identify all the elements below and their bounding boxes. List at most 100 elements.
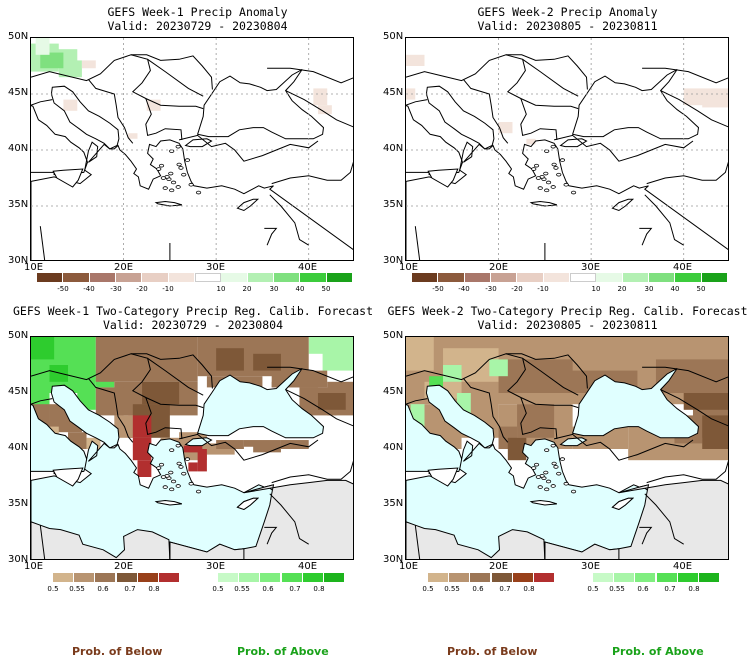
colorbar-swatch <box>221 273 248 282</box>
island <box>168 171 174 176</box>
border-line <box>506 353 588 389</box>
island <box>531 466 537 470</box>
border-line <box>639 227 653 246</box>
colorbar-tick: 0.6 <box>472 585 484 593</box>
sea-marmara <box>184 138 213 148</box>
anomaly-cell-negative <box>498 122 513 134</box>
panel1-title-line1: GEFS Week-1 Precip Anomaly <box>107 5 288 19</box>
prob-cell-below <box>702 415 728 449</box>
island <box>545 479 552 484</box>
border-line <box>269 493 309 545</box>
prob-cell-below <box>216 348 244 371</box>
lat-label: 45N <box>8 87 29 98</box>
colorbar-swatch <box>470 573 492 582</box>
prob-cell-below <box>132 437 152 461</box>
island <box>158 163 165 168</box>
colorbar-tick: 50 <box>696 285 706 293</box>
anomaly-cell-negative <box>406 54 425 66</box>
panel1-map-canvas <box>31 38 353 260</box>
coastlines <box>31 68 353 260</box>
sea-black <box>571 68 700 140</box>
island <box>195 190 202 195</box>
border-line <box>147 58 204 97</box>
island <box>559 158 566 162</box>
sea-adriatic <box>425 384 495 449</box>
colorbar-swatch <box>491 573 513 582</box>
lat-label: 45N <box>383 386 404 397</box>
border-line <box>88 378 134 443</box>
island <box>537 485 543 489</box>
lat-label: 35N <box>383 199 404 210</box>
island <box>544 188 550 193</box>
colorbar-tick: 30 <box>269 285 279 293</box>
prob-cell-above <box>308 337 328 354</box>
border-line <box>285 389 353 427</box>
prob-below-caption-left: Prob. of Below <box>72 645 163 658</box>
colorbar-tick: 0.8 <box>688 585 700 593</box>
colorbar-swatch <box>137 573 159 582</box>
above-colorbar-right <box>593 573 720 582</box>
colorbar-tick: -50 <box>432 285 444 293</box>
island <box>533 163 540 168</box>
island <box>160 475 166 479</box>
prob-above-caption-right: Prob. of Above <box>612 645 704 658</box>
border-line <box>267 67 353 84</box>
colorbar-swatch <box>428 573 450 582</box>
border-line <box>660 389 728 427</box>
sea-adriatic <box>425 85 495 150</box>
island-sicily <box>52 467 84 487</box>
colorbar-tick: -40 <box>83 285 95 293</box>
sea-black <box>196 68 325 140</box>
prob-above-caption-left: Prob. of Above <box>237 645 329 658</box>
country-borders <box>406 54 728 260</box>
island <box>544 487 550 492</box>
border-line <box>131 54 213 90</box>
island <box>535 176 541 180</box>
country-borders <box>406 353 728 559</box>
colorbar-tick: 0.6 <box>262 585 274 593</box>
island <box>181 172 187 177</box>
colorbar-swatch <box>701 273 728 282</box>
island <box>178 465 184 469</box>
colorbar-tick: -40 <box>458 285 470 293</box>
panel4-title: GEFS Week-2 Two-Category Precip Reg. Cal… <box>383 304 752 332</box>
island <box>156 167 162 171</box>
prob-cell-below <box>317 393 346 410</box>
prob-cell-below <box>498 359 573 393</box>
colorbar-swatch <box>300 273 327 282</box>
colorbar-tick: 0.6 <box>97 585 109 593</box>
island <box>175 144 181 149</box>
lat-label: 50N <box>383 330 404 341</box>
prob-cell-above <box>31 337 55 360</box>
colorbar-tick: 40 <box>670 285 680 293</box>
lat-label: 35N <box>8 199 29 210</box>
anomaly-cell-negative <box>146 99 161 111</box>
island <box>175 443 181 448</box>
anomaly-cell-negative <box>317 105 332 115</box>
border-line <box>267 366 353 383</box>
island <box>543 171 549 176</box>
colorbar-swatch <box>142 273 169 282</box>
colorbar-swatch <box>517 273 544 282</box>
prob-cell-above <box>443 365 462 382</box>
panel3-title-line2: Valid: 20230729 - 20230804 <box>102 318 283 332</box>
border-line <box>264 526 278 545</box>
border-line <box>646 161 728 185</box>
prob-cell-below <box>183 445 203 453</box>
lon-label: 20E <box>114 262 134 273</box>
colorbar-swatch <box>218 573 240 582</box>
colorbar-swatch <box>63 273 90 282</box>
anomaly-cell-positive <box>40 52 64 69</box>
lon-label: 30E <box>206 561 226 572</box>
island <box>570 489 577 494</box>
sea-marmara <box>559 138 588 148</box>
island <box>176 162 182 167</box>
sea-black <box>196 367 325 439</box>
panel2-map-canvas <box>406 38 728 260</box>
colorbar-swatch <box>323 573 345 582</box>
anomaly-cell-negative <box>526 138 536 145</box>
colorbar-tick: -20 <box>511 285 523 293</box>
border-line <box>642 67 728 84</box>
prob-cell-below <box>271 381 318 388</box>
colorbar-swatch <box>622 273 649 282</box>
